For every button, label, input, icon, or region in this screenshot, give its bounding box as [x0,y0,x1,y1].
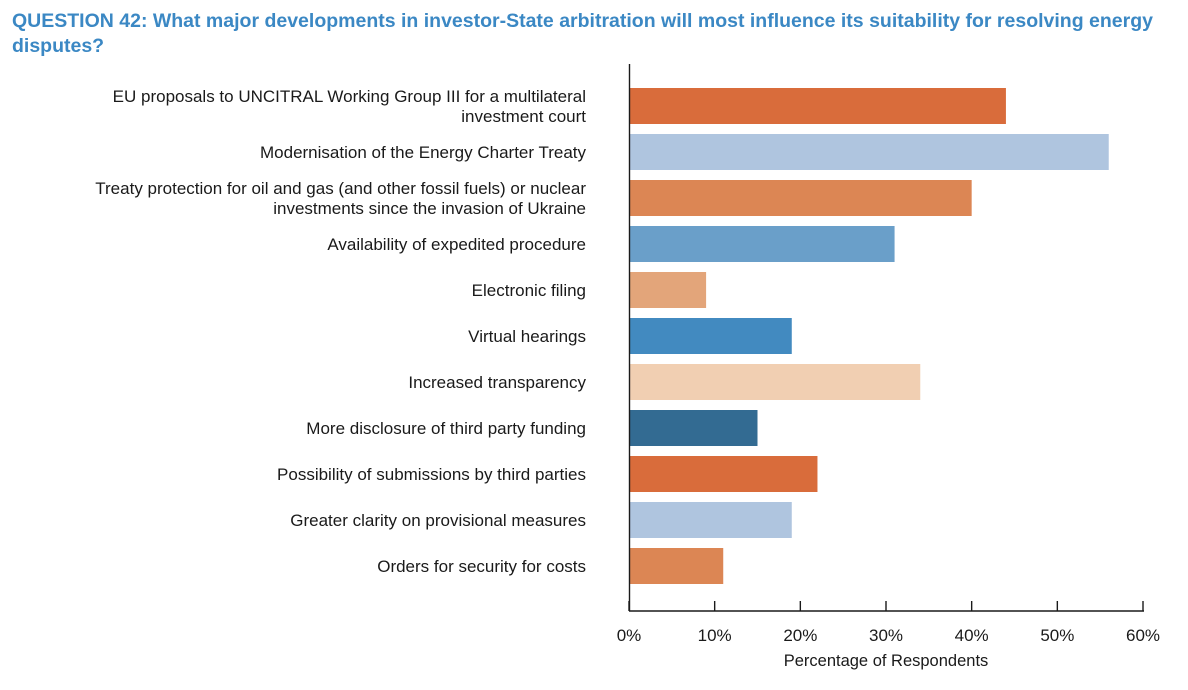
bar-7 [630,364,921,400]
x-ticks-group: 0% 10% 20% 30% 40% 50% 60% [617,601,1160,645]
category-label-11: Orders for security for costs [377,557,586,576]
x-tick-label-30: 30% [869,626,903,645]
x-axis-title: Percentage of Respondents [784,652,989,670]
bar-6 [630,318,792,354]
chart-title: QUESTION 42: What major developments in … [12,10,1153,57]
category-label-8: More disclosure of third party funding [306,419,586,438]
bar-11 [630,548,724,584]
category-label-3-line-1: Treaty protection for oil and gas (and o… [95,179,586,198]
bar-4 [630,226,895,262]
x-tick-label-50: 50% [1040,626,1074,645]
category-label-10: Greater clarity on provisional measures [290,511,586,530]
category-label-9: Possibility of submissions by third part… [277,465,586,484]
x-tick-label-20: 20% [783,626,817,645]
x-tick-label-10: 10% [698,626,732,645]
x-tick-label-60: 60% [1126,626,1160,645]
bar-8 [630,410,758,446]
bar-3 [630,180,972,216]
x-tick-label-0: 0% [617,626,642,645]
category-label-1-line-1: EU proposals to UNCITRAL Working Group I… [113,87,586,106]
bar-5 [630,272,707,308]
category-labels-group: EU proposals to UNCITRAL Working Group I… [95,87,586,576]
category-label-2: Modernisation of the Energy Charter Trea… [260,143,586,162]
category-label-5: Electronic filing [472,281,586,300]
category-label-6: Virtual hearings [468,327,586,346]
bar-9 [630,456,818,492]
category-label-7: Increased transparency [408,373,586,392]
category-label-3-line-2: investments since the invasion of Ukrain… [273,199,586,218]
bars-group [630,88,1109,584]
category-label-4: Availability of expedited procedure [327,235,586,254]
bar-10 [630,502,792,538]
x-tick-label-40: 40% [955,626,989,645]
category-label-1-line-2: investment court [461,107,586,126]
bar-1 [630,88,1006,124]
bar-2 [630,134,1109,170]
